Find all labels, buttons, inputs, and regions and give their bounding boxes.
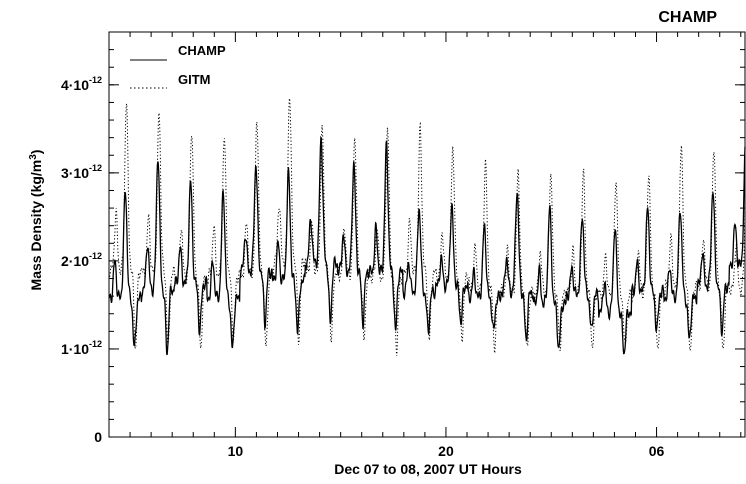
plot-frame [108,31,746,438]
chart-title: CHAMP [658,9,717,26]
y-tick-label: 0 [94,429,102,445]
y-tick-label-base: 0 [94,429,102,445]
y-tick-label: 4·10-12 [61,75,102,93]
y-tick-label-exp: -12 [89,251,102,261]
y-axis-label-end: ) [28,150,44,155]
x-tick-label: 10 [228,443,244,459]
y-axis-label: Mass Density (kg/m3) [28,150,44,291]
y-tick-label-base: 4·10 [61,77,89,93]
y-axis: 01·10-122·10-123·10-124·10-12 [61,31,745,445]
legend: CHAMP GITM [130,43,226,89]
y-tick-label-exp: -12 [89,163,102,173]
y-tick-label-base: 2·10 [61,253,89,269]
y-tick-label-base: 3·10 [61,165,89,181]
y-axis-label-main: Mass Density (kg/m [28,160,44,291]
x-axis: 10 20 06 [108,32,742,459]
series-line-champ [108,135,746,356]
y-tick-label: 2·10-12 [61,251,102,269]
y-tick-label: 1·10-12 [61,339,102,357]
x-tick-label: 20 [438,443,454,459]
y-tick-label: 3·10-12 [61,163,102,181]
legend-label-champ: CHAMP [178,43,226,58]
y-tick-label-exp: -12 [89,75,102,85]
y-axis-label-sup: 3 [28,154,39,160]
legend-label-gitm: GITM [178,72,211,87]
y-tick-label-exp: -12 [89,339,102,349]
series-layer [108,96,746,357]
x-tick-label: 06 [649,443,665,459]
x-axis-label: Dec 07 to 08, 2007 UT Hours [334,461,522,477]
y-tick-label-base: 1·10 [61,341,89,357]
